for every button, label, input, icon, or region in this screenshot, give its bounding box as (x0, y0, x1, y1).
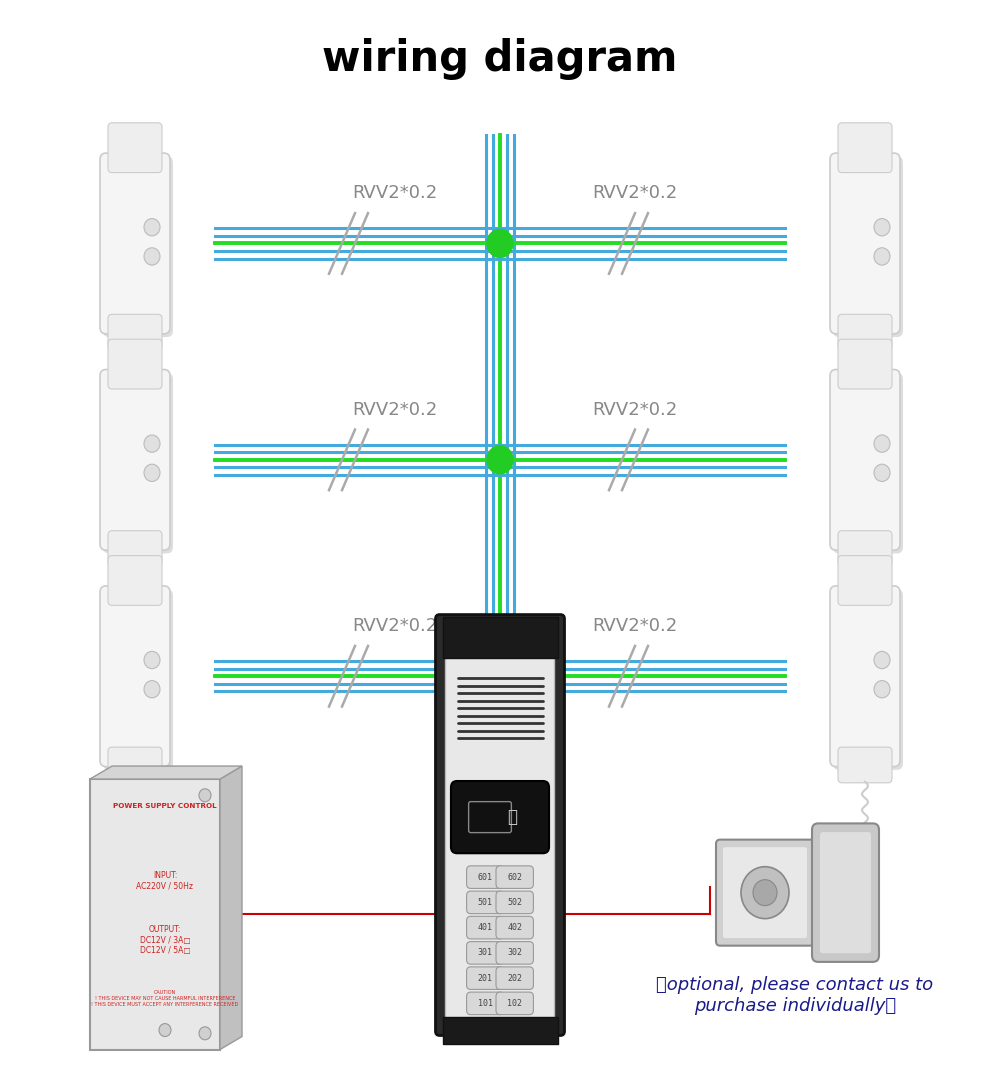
Text: RVV2*0.2: RVV2*0.2 (352, 400, 438, 419)
Text: RVV2*0.2: RVV2*0.2 (592, 184, 678, 202)
Text: RVV2*0.2: RVV2*0.2 (592, 400, 678, 419)
FancyBboxPatch shape (90, 779, 220, 1050)
FancyBboxPatch shape (723, 847, 807, 938)
FancyBboxPatch shape (833, 589, 903, 770)
FancyBboxPatch shape (838, 531, 892, 567)
FancyBboxPatch shape (838, 314, 892, 351)
FancyBboxPatch shape (108, 314, 162, 351)
Circle shape (487, 229, 513, 258)
Text: 501: 501 (478, 898, 493, 907)
Circle shape (144, 248, 160, 265)
Circle shape (487, 662, 513, 690)
Text: RVV2*0.2: RVV2*0.2 (592, 617, 678, 635)
FancyBboxPatch shape (830, 153, 900, 333)
Text: OUTPUT:
DC12V / 3A□
DC12V / 5A□: OUTPUT: DC12V / 3A□ DC12V / 5A□ (140, 925, 190, 955)
Text: 401: 401 (478, 923, 493, 932)
FancyBboxPatch shape (100, 153, 170, 333)
Circle shape (874, 651, 890, 669)
Text: 101: 101 (478, 999, 493, 1007)
FancyBboxPatch shape (812, 823, 879, 962)
FancyBboxPatch shape (467, 916, 504, 939)
FancyBboxPatch shape (838, 556, 892, 606)
FancyBboxPatch shape (467, 892, 504, 913)
Circle shape (144, 435, 160, 452)
FancyBboxPatch shape (830, 370, 900, 551)
Text: 201: 201 (478, 974, 493, 982)
Circle shape (874, 219, 890, 236)
Text: INPUT:
AC220V / 50Hz: INPUT: AC220V / 50Hz (136, 871, 194, 890)
FancyBboxPatch shape (716, 840, 814, 946)
Polygon shape (220, 766, 242, 1050)
FancyBboxPatch shape (467, 866, 504, 888)
FancyBboxPatch shape (496, 967, 533, 989)
FancyBboxPatch shape (833, 372, 903, 554)
FancyBboxPatch shape (100, 370, 170, 551)
FancyBboxPatch shape (838, 747, 892, 783)
FancyBboxPatch shape (467, 941, 504, 964)
Text: 502: 502 (507, 898, 522, 907)
Text: RVV2*0.2: RVV2*0.2 (352, 617, 438, 635)
Text: RVV2*0.2: RVV2*0.2 (352, 184, 438, 202)
Circle shape (753, 880, 777, 906)
FancyBboxPatch shape (108, 747, 162, 783)
Circle shape (874, 248, 890, 265)
Circle shape (144, 651, 160, 669)
FancyBboxPatch shape (496, 992, 533, 1015)
Circle shape (199, 789, 211, 802)
FancyBboxPatch shape (446, 625, 554, 1025)
Circle shape (144, 219, 160, 236)
FancyBboxPatch shape (103, 156, 173, 338)
Text: POWER SUPPLY CONTROL: POWER SUPPLY CONTROL (113, 803, 217, 809)
Text: 302: 302 (507, 949, 522, 958)
Circle shape (159, 1024, 171, 1037)
FancyBboxPatch shape (833, 156, 903, 338)
Text: 601: 601 (478, 873, 493, 882)
Circle shape (144, 464, 160, 481)
FancyBboxPatch shape (108, 122, 162, 172)
Text: 102: 102 (507, 999, 522, 1007)
FancyBboxPatch shape (820, 832, 871, 953)
Text: 402: 402 (507, 923, 522, 932)
FancyBboxPatch shape (108, 531, 162, 567)
Text: （optional, please contact us to
purchase individually）: （optional, please contact us to purchase… (656, 976, 934, 1015)
FancyBboxPatch shape (496, 892, 533, 913)
Text: ✋: ✋ (507, 808, 517, 827)
FancyBboxPatch shape (830, 586, 900, 766)
FancyBboxPatch shape (838, 122, 892, 172)
FancyBboxPatch shape (108, 556, 162, 606)
Circle shape (487, 446, 513, 474)
FancyBboxPatch shape (436, 615, 564, 1035)
Circle shape (199, 1027, 211, 1040)
FancyBboxPatch shape (838, 340, 892, 390)
Text: 602: 602 (507, 873, 522, 882)
Circle shape (874, 681, 890, 698)
Text: 202: 202 (507, 974, 522, 982)
FancyBboxPatch shape (496, 866, 533, 888)
Circle shape (741, 867, 789, 919)
FancyBboxPatch shape (103, 589, 173, 770)
Text: wiring diagram: wiring diagram (322, 38, 678, 80)
FancyBboxPatch shape (467, 967, 504, 989)
FancyBboxPatch shape (496, 916, 533, 939)
FancyBboxPatch shape (100, 586, 170, 766)
Text: 301: 301 (478, 949, 493, 958)
FancyBboxPatch shape (103, 372, 173, 554)
FancyBboxPatch shape (442, 1017, 558, 1044)
Circle shape (874, 435, 890, 452)
Circle shape (874, 464, 890, 481)
FancyBboxPatch shape (442, 617, 558, 658)
Polygon shape (90, 766, 242, 779)
Text: CAUTION
! THIS DEVICE MAY NOT CAUSE HARMFUL INTERFERENCE
! THIS DEVICE MUST ACCE: CAUTION ! THIS DEVICE MAY NOT CAUSE HARM… (91, 990, 239, 1006)
FancyBboxPatch shape (108, 340, 162, 390)
Circle shape (144, 681, 160, 698)
FancyBboxPatch shape (467, 992, 504, 1015)
FancyBboxPatch shape (451, 781, 549, 854)
FancyBboxPatch shape (496, 941, 533, 964)
